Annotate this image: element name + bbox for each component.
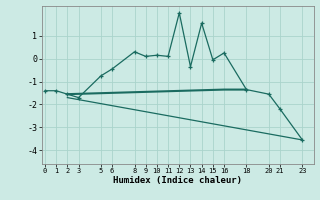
X-axis label: Humidex (Indice chaleur): Humidex (Indice chaleur) — [113, 176, 242, 185]
